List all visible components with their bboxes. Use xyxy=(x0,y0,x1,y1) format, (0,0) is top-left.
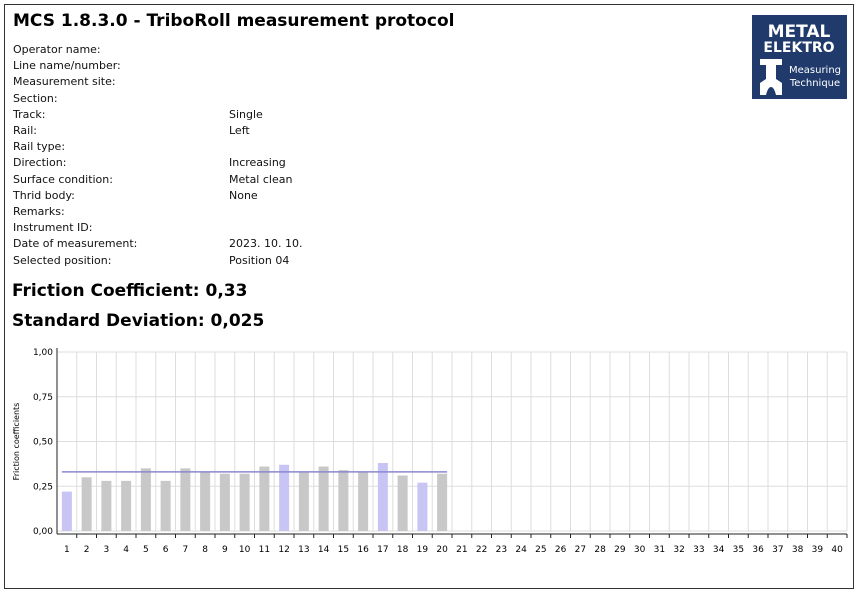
x-tick-label: 20 xyxy=(436,545,448,555)
bar xyxy=(417,482,428,531)
logo-text: Measuring xyxy=(789,65,841,76)
x-tick-label: 19 xyxy=(417,545,429,555)
field-label: Track: xyxy=(13,107,46,121)
bar xyxy=(239,473,250,531)
x-tick-label: 29 xyxy=(614,545,626,555)
field-label: Measurement site: xyxy=(13,75,116,89)
bar xyxy=(200,471,211,531)
bar xyxy=(160,480,171,531)
summary-line: Standard Deviation: 0,025 xyxy=(12,311,265,331)
x-tick-label: 9 xyxy=(222,545,228,555)
x-tick-label: 21 xyxy=(456,545,467,555)
x-tick-label: 30 xyxy=(634,545,646,555)
x-tick-label: 27 xyxy=(575,545,586,555)
y-tick-label: 0,00 xyxy=(33,527,53,537)
x-tick-label: 14 xyxy=(318,545,330,555)
field-label: Date of measurement: xyxy=(13,237,138,251)
field-label: Surface condition: xyxy=(13,172,113,186)
y-tick-label: 0,75 xyxy=(33,393,53,403)
field-label: Thrid body: xyxy=(13,188,75,202)
x-tick-label: 31 xyxy=(654,545,665,555)
y-tick-label: 0,25 xyxy=(33,482,53,492)
field-value: Position 04 xyxy=(229,253,290,267)
chart: 0,00 0,25 0,50 0,75 1,00 Friction coefficient… xyxy=(12,348,848,555)
bar xyxy=(437,473,448,531)
bar xyxy=(180,468,191,531)
field-value: Single xyxy=(229,107,263,121)
title: MCS 1.8.3.0 - TriboRoll measurement prot… xyxy=(13,11,455,31)
logo-text: Technique xyxy=(789,78,840,89)
field-label: Direction: xyxy=(13,156,67,170)
bar xyxy=(61,491,72,531)
x-tick-label: 26 xyxy=(555,545,567,555)
x-tick-label: 39 xyxy=(812,545,824,555)
x-tick-label: 38 xyxy=(792,545,804,555)
field-label: Instrument ID: xyxy=(13,221,93,235)
bar xyxy=(259,466,270,531)
x-tick-label: 12 xyxy=(278,545,289,555)
field-value: 2023. 10. 10. xyxy=(229,237,303,251)
x-tick-label: 25 xyxy=(535,545,546,555)
y-tick-label: 1,00 xyxy=(33,348,53,358)
rail-icon xyxy=(760,59,782,95)
x-tick-label: 10 xyxy=(239,545,251,555)
x-tick-label: 33 xyxy=(693,545,704,555)
x-tick-label: 8 xyxy=(202,545,208,555)
bar xyxy=(298,471,309,531)
bar xyxy=(397,475,408,531)
x-tick-label: 36 xyxy=(752,545,764,555)
x-tick-label: 7 xyxy=(183,545,189,555)
field-label: Line name/number: xyxy=(13,59,121,73)
bar xyxy=(318,466,329,531)
field-value: None xyxy=(229,188,258,202)
x-tick-label: 3 xyxy=(104,545,110,555)
field-value: Metal clean xyxy=(229,172,293,186)
x-tick-label: 24 xyxy=(515,545,527,555)
field-label: Rail type: xyxy=(13,140,66,154)
x-tick-label: 28 xyxy=(594,545,606,555)
x-tick-label: 22 xyxy=(476,545,487,555)
y-axis-label: Friction coefficients xyxy=(12,403,21,481)
x-tick-label: 17 xyxy=(377,545,388,555)
bar xyxy=(140,468,151,531)
logo-text: METAL xyxy=(768,22,831,42)
x-tick-label: 18 xyxy=(397,545,409,555)
logo: METAL ELEKTRO Measuring Technique xyxy=(752,15,847,99)
bar xyxy=(121,480,132,531)
bar xyxy=(377,462,388,531)
x-tick-label: 4 xyxy=(123,545,129,555)
bar xyxy=(81,477,92,531)
field-label: Operator name: xyxy=(13,43,101,56)
field-value: Increasing xyxy=(229,156,286,170)
field-label: Section: xyxy=(13,91,58,105)
bar xyxy=(338,470,349,531)
x-tick-label: 13 xyxy=(298,545,309,555)
x-tick-label: 5 xyxy=(143,545,149,555)
bar xyxy=(279,464,290,531)
x-tick-label: 34 xyxy=(713,545,725,555)
x-tick-label: 11 xyxy=(259,545,270,555)
x-tick-label: 16 xyxy=(357,545,369,555)
x-tick-label: 2 xyxy=(84,545,90,555)
x-tick-label: 32 xyxy=(673,545,684,555)
x-tick-label: 37 xyxy=(772,545,783,555)
logo-graphic: METAL ELEKTRO Measuring Technique xyxy=(760,22,841,95)
bar xyxy=(219,473,230,531)
x-tick-label: 15 xyxy=(338,545,349,555)
summary-line: Friction Coefficient: 0,33 xyxy=(12,281,248,301)
x-tick-label: 23 xyxy=(496,545,507,555)
field-label: Selected position: xyxy=(13,253,112,267)
bar xyxy=(101,480,112,531)
x-tick-label: 35 xyxy=(733,545,744,555)
x-tick-label: 6 xyxy=(163,545,169,555)
x-tick-label: 1 xyxy=(64,545,70,555)
bar xyxy=(358,471,369,531)
field-label: Remarks: xyxy=(13,205,65,218)
page: MCS 1.8.3.0 - TriboRoll measurement prot… xyxy=(4,4,854,589)
field-label: Rail: xyxy=(13,124,37,137)
y-tick-label: 0,50 xyxy=(33,438,53,448)
logo-text: ELEKTRO xyxy=(763,40,834,56)
x-tick-label: 40 xyxy=(831,545,843,555)
field-value: Left xyxy=(229,124,250,137)
